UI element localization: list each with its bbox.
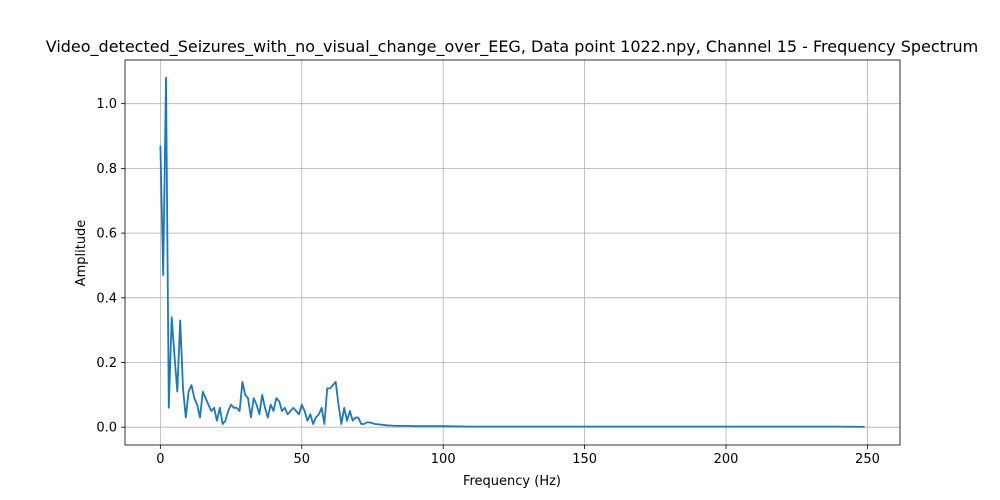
y-tick-label: 0.8 — [96, 162, 117, 177]
y-tick-label: 0.6 — [96, 227, 117, 242]
plot-frame — [124, 59, 901, 446]
x-tick-label: 250 — [855, 452, 880, 467]
chart-title: Video_detected_Seizures_with_no_visual_c… — [46, 37, 979, 57]
y-tick-label: 1.0 — [96, 97, 117, 112]
x-tick-label: 150 — [572, 452, 597, 467]
y-tick-label: 0.2 — [96, 356, 117, 371]
y-axis-label: Amplitude — [74, 220, 89, 287]
x-tick-label: 50 — [294, 452, 311, 467]
y-tick-label: 0.0 — [96, 421, 117, 436]
x-tick-label: 100 — [431, 452, 456, 467]
x-axis-label: Frequency (Hz) — [463, 474, 561, 489]
x-tick-label: 200 — [714, 452, 739, 467]
axis-ticks: 0 50 100 150 200 250 0.0 0.2 0.4 0.6 0.8 1.0 — [96, 97, 880, 467]
spectrum-line — [159, 76, 865, 428]
y-tick-label: 0.4 — [96, 291, 117, 306]
grid — [125, 60, 900, 445]
x-tick-label: 0 — [156, 452, 164, 467]
